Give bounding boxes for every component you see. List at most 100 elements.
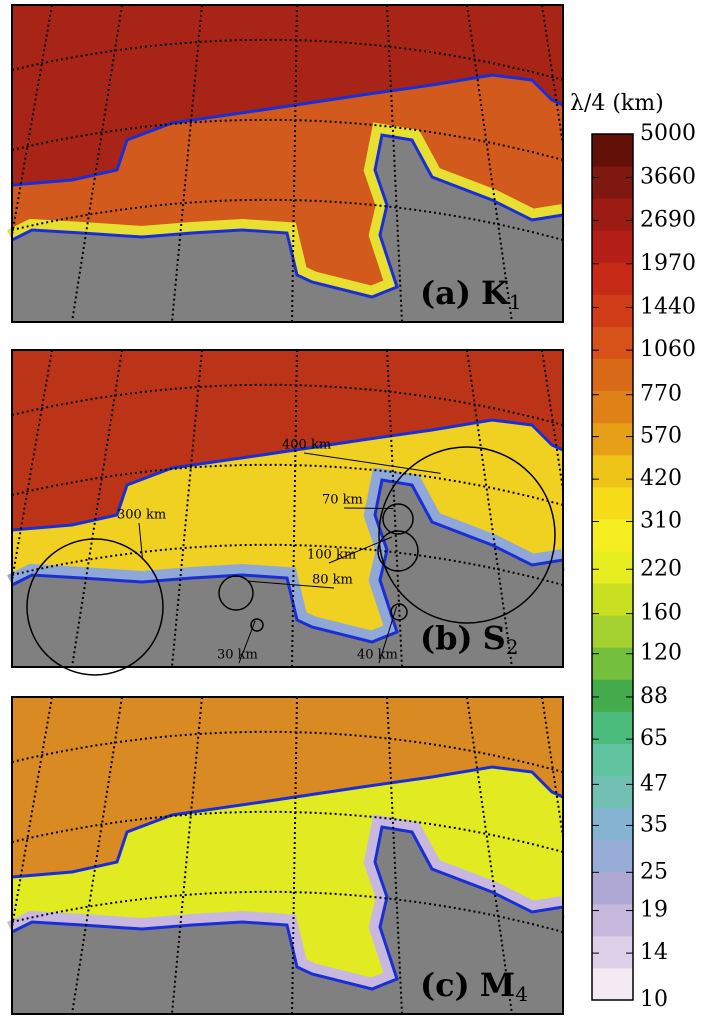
grid-longitude [71, 696, 123, 1015]
scale-label: 40 km [357, 648, 398, 663]
colorbar-tick-label: 120 [640, 641, 682, 666]
grid-longitude [466, 696, 513, 1015]
colorbar-tick-label: 10 [640, 987, 668, 1012]
coast-line [11, 478, 564, 644]
colorbar-band [592, 967, 633, 1001]
scale-label: 80 km [312, 573, 353, 588]
colorbar-tick-label: 3660 [640, 164, 696, 189]
constituent: M [480, 966, 515, 1004]
panel-letter: (c) [420, 966, 470, 1004]
colorbar-band [592, 743, 633, 776]
colorbar-tick-label: 1440 [640, 294, 696, 319]
map-panel: (b) S2 300 km 80 km 30 km 400 km 70 km 100 km 40… [7, 349, 565, 676]
colorbar-tick-label: 310 [640, 508, 682, 533]
panel-letter: (a) [420, 274, 471, 312]
colorbar-tick-label: 570 [640, 424, 682, 449]
land [12, 827, 563, 1014]
constituent: S [483, 619, 506, 657]
colorbar-tick-label: 1970 [640, 251, 696, 276]
colorbar-tick-label: 35 [640, 812, 668, 837]
front-line [11, 418, 564, 532]
scale-label: 400 km [282, 438, 331, 453]
grid-longitude [541, 349, 564, 491]
leader-line [138, 522, 144, 560]
grid-longitude [171, 696, 203, 1015]
leader-line [238, 620, 256, 664]
colorbar-band [592, 198, 633, 231]
colorbar-tick-label: 19 [640, 898, 668, 923]
scale-circle [250, 618, 264, 632]
land [12, 135, 563, 322]
panel-label: (a) K1 [420, 274, 522, 314]
map-panel: (c) M4 [7, 696, 565, 1015]
colorbar-tick-label: 88 [640, 684, 668, 709]
colorbar-tick-label: 5000 [640, 121, 696, 146]
colorbar-tick-label: 47 [640, 771, 668, 796]
constituent-subscript: 2 [506, 635, 519, 659]
front-line [11, 765, 564, 879]
colorbar-title: λ/4 (km) [570, 91, 664, 116]
scale-circle [218, 575, 254, 611]
coast-line [11, 825, 564, 991]
front-line [11, 73, 564, 187]
scale-label: 30 km [217, 648, 258, 663]
colorbar-band [592, 871, 633, 905]
constituent-subscript: 1 [509, 290, 522, 314]
constituent-subscript: 4 [515, 982, 528, 1006]
constituent: K [481, 274, 510, 312]
panel-label: (c) M4 [420, 966, 528, 1006]
colorbar-band [592, 166, 633, 199]
colorbar-band [592, 518, 633, 552]
grid-longitude [71, 4, 123, 323]
colorbar-band [592, 134, 633, 167]
leader-line [247, 580, 335, 589]
grid-longitude [11, 4, 53, 236]
leader-line [378, 606, 398, 664]
panel-frame [11, 349, 564, 668]
colorbar-tick-label: 420 [640, 466, 682, 491]
colorbar-band [592, 711, 633, 744]
colorbar-band [592, 807, 633, 841]
colorbar-band [592, 550, 633, 584]
coast-line [11, 133, 564, 299]
leader-line [303, 452, 441, 474]
scale-circle [377, 530, 419, 572]
panel-letter: (b) [420, 619, 473, 657]
colorbar-band [592, 647, 633, 680]
grid-longitude [171, 349, 203, 668]
colorbar-tick-label: 770 [640, 382, 682, 407]
colorbar-band [592, 615, 633, 648]
grid-longitude [71, 349, 123, 668]
colorbar-tick-label: 2690 [640, 207, 696, 232]
scale-circle [378, 446, 556, 624]
panel-label: (b) S2 [420, 619, 519, 659]
colorbar-tick-label: 14 [640, 940, 668, 965]
colorbar-band [592, 583, 633, 616]
colorbar-band [592, 262, 633, 295]
land [12, 480, 563, 667]
colorbar-tick-label: 220 [640, 556, 682, 581]
colorbar-band [592, 486, 633, 520]
scale-label: 70 km [322, 493, 363, 508]
colorbar-band [592, 230, 633, 263]
colorbar-band [592, 390, 633, 424]
scale-circle [382, 503, 414, 535]
grid-longitude [466, 4, 513, 323]
colorbar-band [592, 935, 633, 969]
leader-line [343, 507, 394, 509]
colorbar-band [592, 454, 633, 488]
grid-longitude [11, 696, 53, 928]
panel-frame [11, 696, 564, 1015]
colorbar-band [592, 679, 633, 712]
colorbar-band [592, 326, 633, 360]
grid-longitude [11, 349, 53, 581]
colorbar-tick-label: 25 [640, 859, 668, 884]
grid-longitude [541, 4, 564, 146]
colorbar-band [592, 775, 633, 809]
leader-line [328, 536, 393, 564]
grid-longitude [171, 4, 203, 323]
scale-circle [26, 538, 164, 676]
panel-frame [11, 4, 564, 323]
scale-label: 300 km [117, 508, 166, 523]
